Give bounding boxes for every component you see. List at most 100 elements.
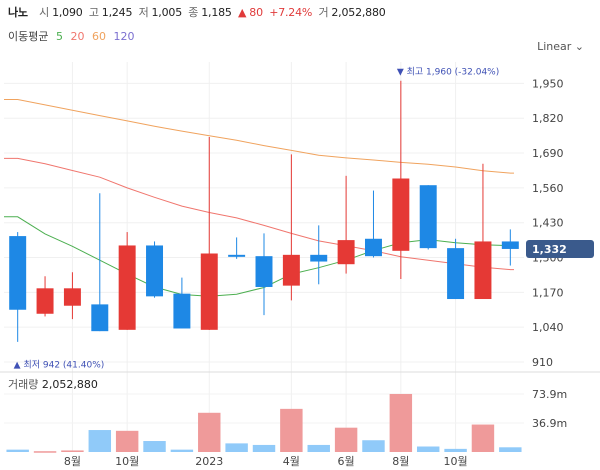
volume-tick-label: 36.9m — [532, 417, 567, 430]
candle-body — [118, 245, 136, 330]
scale-dropdown[interactable]: Linear ⌄ — [537, 40, 584, 53]
time-tick-label: 10월 — [115, 455, 139, 468]
candle — [255, 233, 273, 316]
price-tick-label: 1,430 — [532, 217, 564, 230]
volume-bar — [499, 447, 522, 452]
candle-body — [282, 254, 300, 286]
price-axis: 1,9501,8201,6901,5601,4301,3001,1701,040… — [532, 77, 564, 369]
min-annotation: ▲ 최저 942 (41.40%) — [14, 359, 105, 370]
candle — [36, 276, 54, 317]
candle-body — [419, 185, 437, 249]
price-tick-label: 1,560 — [532, 182, 564, 195]
candle-body — [474, 241, 492, 300]
volume-bar — [389, 393, 413, 452]
time-tick-label: 10월 — [444, 455, 468, 468]
volume-total: 2,052,880 — [42, 378, 98, 391]
volume-bar — [416, 446, 440, 452]
volume-bar — [362, 440, 385, 452]
volume-bar — [225, 443, 248, 452]
candle — [501, 229, 519, 266]
candle-body — [173, 293, 191, 329]
candle — [228, 237, 246, 259]
moving-average-legend[interactable]: 이동평균 5 20 60 120 — [8, 28, 138, 44]
candle — [91, 193, 109, 332]
last-price-badge — [526, 239, 594, 258]
change-percent: +7.24% — [269, 6, 313, 19]
high-label: 고 — [88, 6, 99, 19]
candle-body — [392, 178, 410, 251]
volume-bar — [33, 451, 57, 453]
candle — [337, 175, 355, 274]
price-tick-label: 1,820 — [532, 112, 564, 125]
candle — [173, 277, 191, 329]
volume-bar — [252, 444, 276, 452]
candle — [419, 185, 437, 250]
ma-period-20: 20 — [70, 30, 85, 43]
ma20-line — [4, 157, 514, 271]
volume-label: 거 — [318, 6, 329, 19]
candle-body — [200, 253, 218, 330]
change-value: 80 — [249, 6, 263, 19]
volume-bar — [334, 427, 358, 452]
time-tick-label: 8월 — [392, 455, 409, 468]
ma60-line — [4, 99, 514, 174]
volume-bar — [143, 441, 166, 452]
candle — [200, 136, 218, 330]
change-arrow-icon: ▲ — [238, 6, 247, 19]
candle-body — [364, 238, 382, 257]
ma-period-60: 60 — [91, 30, 106, 43]
price-tick-label: 1,170 — [532, 286, 564, 299]
volume-bar — [170, 449, 194, 452]
close-label: 종 — [188, 6, 199, 19]
time-tick-label: 8월 — [64, 455, 81, 468]
candle-body — [63, 288, 81, 306]
candle — [63, 272, 81, 320]
volume-bar — [88, 430, 112, 452]
open-label: 시 — [39, 6, 50, 19]
max-annotation: ▼ 최고 1,960 (-32.04%) — [397, 67, 499, 78]
candle-body — [337, 240, 355, 265]
scale-label: Linear — [537, 40, 572, 53]
volume-bar — [61, 450, 84, 452]
candle — [364, 190, 382, 258]
candle — [118, 232, 136, 330]
last-price-value: 1,332 — [532, 243, 567, 256]
candle — [392, 80, 410, 279]
price-summary: 나노 시 1,090 고 1,245 저 1,005 종 1,185 ▲ 80 +7.24… — [8, 4, 389, 20]
price-tick-label: 1,690 — [532, 147, 564, 160]
volume-bar — [307, 444, 330, 452]
low-label: 저 — [138, 6, 149, 19]
price-tick-label: 1,950 — [532, 77, 564, 90]
last-price-tag: 1,332 — [526, 239, 594, 258]
candle — [146, 241, 164, 298]
volume-bar — [471, 424, 495, 452]
volume-bar — [198, 412, 221, 452]
chevron-down-icon: ⌄ — [574, 40, 584, 53]
stock-name: 나노 — [8, 6, 28, 19]
candle-body — [9, 236, 27, 310]
candle-body — [310, 254, 328, 262]
price-tick-label: 1,040 — [532, 321, 564, 334]
volume-label: 거래량 2,052,880 — [8, 378, 98, 391]
ma-period-120: 120 — [113, 30, 135, 43]
low-value: 1,005 — [151, 6, 183, 19]
candle-body — [146, 245, 164, 297]
candle — [310, 225, 328, 285]
open-value: 1,090 — [52, 6, 83, 19]
candle — [282, 154, 300, 301]
ma-label: 이동평균 — [8, 30, 49, 43]
time-axis: 8월 10월 2023 4월 6월 8월 10월 — [64, 455, 468, 468]
volume-panel: 거래량 2,052,880 73.9m 36.9m — [0, 371, 600, 453]
candle-body — [501, 241, 519, 249]
candle — [9, 232, 27, 342]
volume-value: 2,052,880 — [331, 6, 386, 19]
candles — [9, 80, 519, 342]
volume-tick-label: 73.9m — [532, 388, 567, 401]
price-tick-label: 910 — [532, 356, 553, 369]
candle-body — [36, 288, 54, 314]
time-tick-label: 6월 — [338, 455, 355, 468]
close-value: 1,185 — [201, 6, 232, 19]
volume-bar — [115, 430, 139, 452]
candle — [474, 163, 492, 300]
